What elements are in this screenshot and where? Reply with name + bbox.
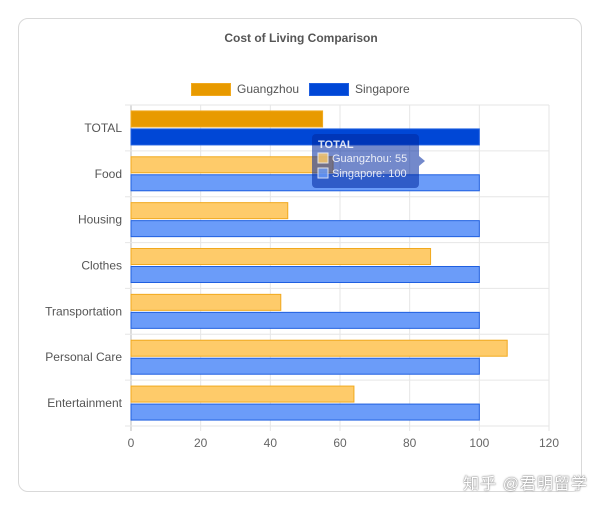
x-tick-label: 20: [194, 436, 208, 450]
bar-singapore[interactable]: [130, 311, 480, 329]
bar-singapore[interactable]: [130, 128, 480, 146]
x-tick-label: 120: [539, 436, 559, 450]
x-tick-label: 40: [264, 436, 278, 450]
tooltip-line: Singapore: 100: [332, 168, 407, 180]
tooltip-line: Guangzhou: 55: [332, 153, 407, 165]
tooltip-pointer: [419, 156, 425, 166]
x-tick-label: 60: [333, 436, 347, 450]
legend-label-singapore: Singapore: [355, 82, 410, 96]
y-tick-label: Transportation: [45, 304, 122, 318]
tooltip-swatch: [317, 152, 329, 164]
x-tick-label: 100: [469, 436, 489, 450]
bar-singapore[interactable]: [130, 220, 480, 238]
y-tick-label: Personal Care: [45, 350, 122, 364]
legend-swatch-guangzhou: [191, 82, 231, 96]
legend-swatch-singapore: [309, 82, 349, 96]
bar-guangzhou[interactable]: [130, 293, 282, 311]
legend-item-singapore[interactable]: Singapore: [309, 81, 410, 97]
bar-guangzhou[interactable]: [130, 385, 355, 403]
bar-guangzhou[interactable]: [130, 339, 508, 357]
bar-singapore[interactable]: [130, 357, 480, 375]
tooltip-box: [312, 134, 419, 188]
bar-guangzhou[interactable]: [130, 110, 324, 128]
y-tick-label: Entertainment: [47, 396, 122, 410]
bar-singapore[interactable]: [130, 174, 480, 192]
chart-legend: Guangzhou Singapore: [0, 81, 602, 97]
x-tick-label: 80: [403, 436, 417, 450]
y-tick-label: Housing: [78, 213, 122, 227]
legend-item-guangzhou[interactable]: Guangzhou: [191, 81, 299, 97]
x-tick-label: 0: [128, 436, 135, 450]
bar-guangzhou[interactable]: [130, 202, 289, 220]
tooltip-title: TOTAL: [318, 139, 354, 151]
bar-singapore[interactable]: [130, 266, 480, 283]
legend-label-guangzhou: Guangzhou: [237, 82, 300, 96]
chart-title: Cost of Living Comparison: [224, 31, 378, 45]
watermark-text: 知乎 @君明留学: [463, 476, 588, 493]
y-tick-label: Clothes: [81, 259, 122, 273]
bar-guangzhou[interactable]: [130, 248, 432, 265]
bar-singapore[interactable]: [130, 403, 480, 421]
y-tick-label: Food: [95, 167, 122, 181]
y-tick-label: TOTAL: [84, 121, 122, 135]
tooltip-swatch: [317, 167, 329, 179]
bar-guangzhou[interactable]: [130, 156, 334, 174]
